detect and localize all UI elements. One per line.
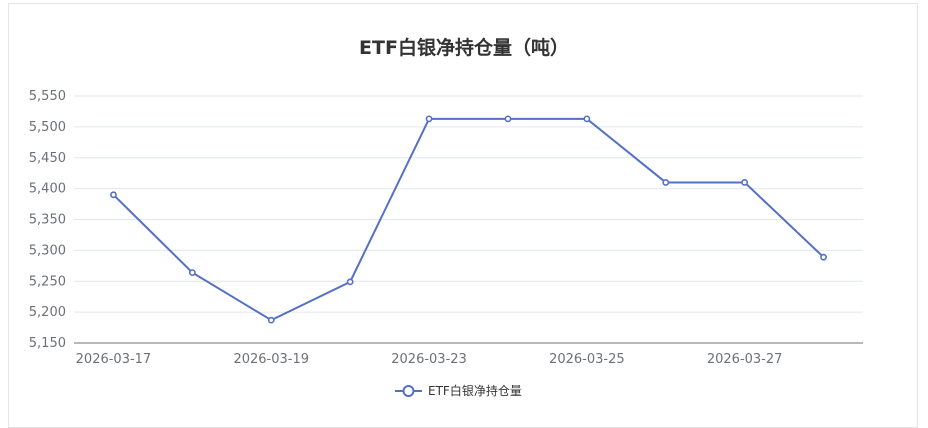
y-tick-label: 5,450 — [29, 151, 66, 166]
x-tick-label: 2026-03-19 — [233, 352, 309, 367]
series-line — [112, 117, 825, 322]
data-point[interactable] — [110, 191, 117, 199]
legend-marker — [402, 385, 415, 397]
data-point[interactable] — [188, 269, 196, 277]
y-tick-label: 5,550 — [29, 89, 66, 104]
y-tick-label: 5,250 — [29, 274, 66, 289]
grid-lines — [74, 95, 863, 313]
y-tick-label: 5,500 — [29, 120, 66, 135]
x-tick-label: 2026-03-23 — [391, 352, 467, 367]
y-tick-label: 5,200 — [29, 305, 66, 320]
x-tick-label: 2026-03-17 — [76, 352, 152, 367]
legend[interactable]: ETF白银净持仓量 — [395, 383, 522, 398]
legend-label: ETF白银净持仓量 — [428, 383, 522, 398]
data-point[interactable] — [820, 253, 827, 261]
y-axis-tick-labels: 5,150 5,200 5,250 5,300 5,350 5,400 5,450 5,500… — [29, 89, 66, 351]
x-tick-label: 2026-03-25 — [549, 352, 625, 367]
data-point[interactable] — [662, 179, 670, 186]
y-tick-label: 5,300 — [29, 243, 66, 258]
data-point[interactable] — [741, 179, 749, 186]
data-point[interactable] — [346, 278, 354, 286]
data-point[interactable] — [425, 115, 433, 123]
x-tick-label: 2026-03-27 — [707, 352, 783, 367]
y-tick-label: 5,400 — [29, 182, 66, 197]
data-point[interactable] — [504, 115, 512, 123]
y-tick-label: 5,350 — [29, 213, 66, 228]
data-point[interactable] — [267, 316, 275, 324]
chart-title: ETF白银净持仓量（吨） — [359, 37, 569, 59]
x-axis-tick-labels: 2026-03-17 2026-03-19 2026-03-23 2026-03-25… — [76, 352, 783, 367]
data-point[interactable] — [583, 115, 591, 123]
y-tick-label: 5,150 — [29, 336, 66, 351]
line-chart: 5,150 5,200 5,250 5,300 5,350 5,400 5,450 5,500… — [29, 89, 863, 398]
chart-card — [8, 3, 918, 428]
data-points — [110, 115, 827, 324]
